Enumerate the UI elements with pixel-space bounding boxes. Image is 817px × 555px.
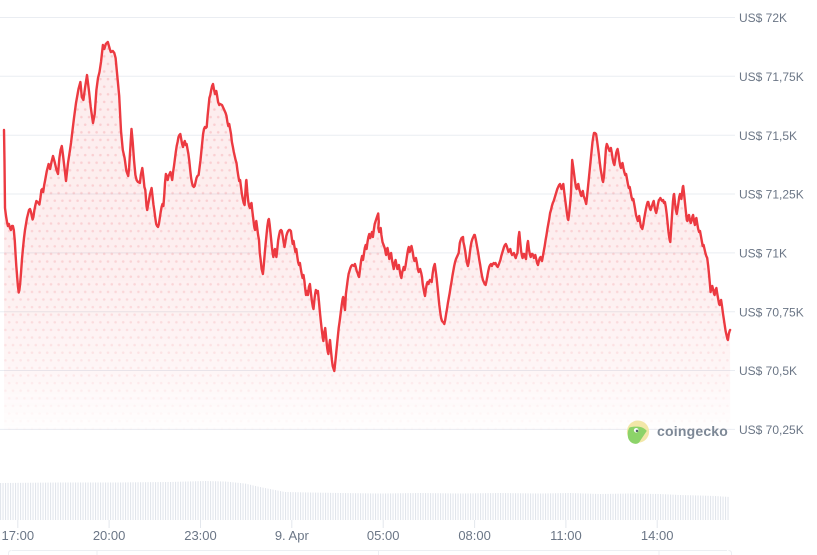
svg-text:9. Apr: 9. Apr (275, 528, 310, 543)
svg-text:US$ 71K: US$ 71K (739, 247, 787, 261)
svg-text:US$ 70,75K: US$ 70,75K (739, 305, 804, 319)
svg-text:US$ 71,25K: US$ 71,25K (739, 188, 804, 202)
svg-text:17:00: 17:00 (2, 528, 35, 543)
svg-text:23:00: 23:00 (184, 528, 217, 543)
svg-text:US$ 72K: US$ 72K (739, 11, 787, 25)
svg-text:coingecko: coingecko (657, 423, 728, 439)
svg-text:05:00: 05:00 (367, 528, 400, 543)
svg-text:US$ 71,5K: US$ 71,5K (739, 129, 797, 143)
svg-text:14:00: 14:00 (641, 528, 674, 543)
svg-text:11:00: 11:00 (550, 528, 582, 543)
svg-text:20:00: 20:00 (93, 528, 126, 543)
svg-text:US$ 70,25K: US$ 70,25K (739, 423, 804, 437)
svg-text:US$ 70,5K: US$ 70,5K (739, 364, 797, 378)
svg-text:08:00: 08:00 (458, 528, 491, 543)
svg-text:US$ 71,75K: US$ 71,75K (739, 70, 804, 84)
